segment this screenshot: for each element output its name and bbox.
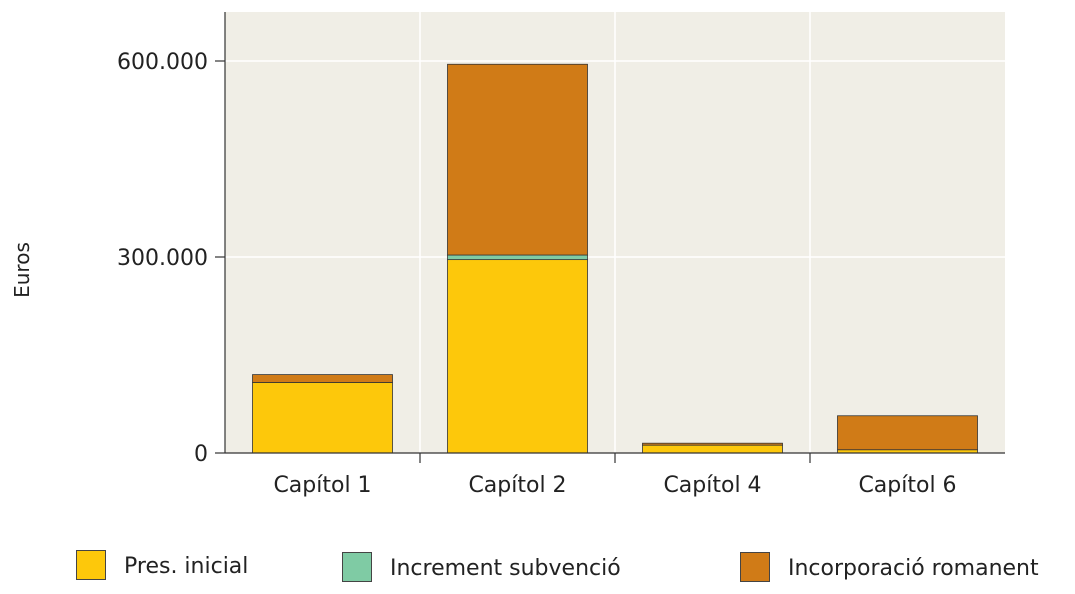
legend-swatch-incorporacio-romanent: [740, 552, 770, 582]
x-tick-label: Capítol 2: [468, 473, 566, 498]
x-tick-label: Capítol 1: [273, 473, 371, 498]
grid: [225, 12, 1005, 453]
y-tick-label: 300.000: [117, 246, 208, 271]
x-tick-label: Capítol 6: [858, 473, 956, 498]
bars: [252, 63, 978, 454]
bar-segment: [252, 382, 393, 454]
legend: Pres. inicial Increment subvenció Incorp…: [0, 540, 1075, 594]
legend-label-increment-subvencio: Increment subvenció: [390, 556, 621, 581]
bar-segment: [447, 63, 588, 256]
legend-label-pres-inicial: Pres. inicial: [124, 554, 249, 579]
bar-segment: [837, 415, 978, 451]
chart: 0 300.000 600.000 Capítol 1 Capítol 2 Capítol…: [117, 12, 1005, 498]
legend-swatch-increment-subvencio: [342, 552, 372, 582]
bar-segment: [447, 254, 588, 261]
bar-segment: [447, 259, 588, 454]
bar-segment: [642, 442, 783, 446]
legend-swatch-pres-inicial: [76, 550, 106, 580]
y-tick-label: 0: [194, 442, 208, 467]
bar-segment: [252, 374, 393, 383]
legend-item-increment-subvencio: Increment subvenció: [342, 552, 621, 582]
ticks: 0 300.000 600.000 Capítol 1 Capítol 2 Capítol…: [117, 50, 957, 498]
legend-label-incorporacio-romanent: Incorporació romanent: [788, 556, 1039, 581]
x-tick-label: Capítol 4: [663, 473, 761, 498]
y-tick-label: 600.000: [117, 50, 208, 75]
bar-segment: [642, 444, 783, 454]
legend-item-pres-inicial: Pres. inicial: [76, 550, 248, 580]
legend-item-incorporacio-romanent: Incorporació romanent: [740, 552, 1039, 582]
y-axis-label: Euros: [10, 242, 34, 298]
